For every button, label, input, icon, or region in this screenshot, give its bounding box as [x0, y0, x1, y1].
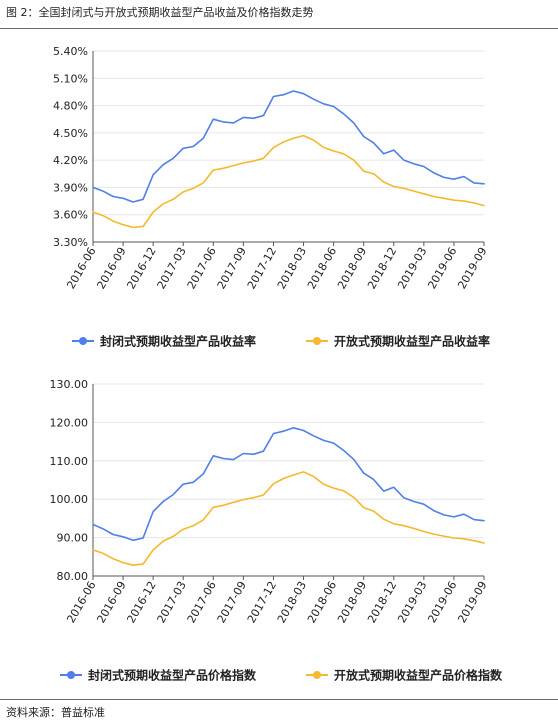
legend-swatch-marker	[79, 337, 87, 345]
x-tick-label: 2017-03	[155, 245, 189, 291]
legend-swatch-marker	[67, 671, 75, 679]
x-tick-label: 2019-06	[425, 579, 459, 625]
x-tick-label: 2017-12	[245, 245, 279, 291]
yield-chart: 3.30% 3.60% 3.90% 4.20% 4.50% 4.80% 5.10% 5.40%…	[53, 45, 490, 349]
series-line-2	[92, 471, 485, 566]
x-tick-label: 2019-09	[455, 579, 489, 625]
y-tick-label: 110.00	[50, 455, 89, 468]
x-tick-label: 2016-09	[94, 579, 128, 625]
y-tick-label: 130.00	[50, 378, 89, 391]
x-tick-label: 2016-06	[64, 245, 98, 291]
x-tick-label: 2019-09	[455, 245, 489, 291]
x-tick-label: 2017-12	[245, 579, 279, 625]
x-tick-label: 2018-09	[335, 579, 369, 625]
figure-title: 图 2：全国封闭式与开放式预期收益型产品收益及价格指数走势	[6, 6, 314, 19]
y-tick-label: 5.40%	[53, 45, 88, 58]
x-tick-label: 2017-09	[215, 579, 249, 625]
y-tick-label: 90.00	[57, 532, 89, 545]
x-tick-label: 2018-03	[275, 245, 309, 291]
legend-swatch-marker	[313, 337, 321, 345]
x-tick-label: 2019-06	[425, 245, 459, 291]
x-tick-label: 2018-09	[335, 245, 369, 291]
x-tick-label: 2017-06	[185, 579, 219, 625]
series-line-1	[92, 90, 485, 203]
y-tick-label: 4.50%	[53, 127, 88, 140]
legend-label: 封闭式预期收益型产品收益率	[100, 334, 256, 349]
legend-label: 封闭式预期收益型产品价格指数	[88, 668, 257, 683]
x-tick-label: 2016-09	[94, 245, 128, 291]
x-tick-label: 2018-03	[275, 579, 309, 625]
price-index-chart: 80.00 90.00 100.00 110.00 120.00 130.00 2016-0…	[50, 378, 504, 683]
y-tick-label: 3.90%	[53, 181, 88, 194]
legend-label: 开放式预期收益型产品价格指数	[334, 668, 503, 683]
x-tick-label: 2017-09	[215, 245, 249, 291]
y-tick-label: 5.10%	[53, 72, 88, 85]
y-tick-label: 3.30%	[53, 236, 88, 249]
x-tick-label: 2016-12	[125, 245, 159, 291]
x-tick-label: 2018-12	[365, 245, 399, 291]
y-tick-label: 80.00	[57, 570, 89, 583]
legend-swatch-marker	[313, 671, 321, 679]
x-tick-label: 2018-12	[365, 579, 399, 625]
y-tick-label: 4.80%	[53, 100, 88, 113]
series-line-1	[92, 426, 485, 542]
top-rule	[0, 28, 558, 29]
source-note: 资料来源：普益标准	[6, 706, 105, 719]
legend: 封闭式预期收益型产品收益率 开放式预期收益型产品收益率	[72, 334, 490, 349]
legend: 封闭式预期收益型产品价格指数 开放式预期收益型产品价格指数	[60, 668, 503, 683]
x-tick-label: 2019-03	[395, 579, 429, 625]
x-tick-label: 2016-12	[125, 579, 159, 625]
x-tick-label: 2016-06	[64, 579, 98, 625]
y-tick-label: 4.20%	[53, 154, 88, 167]
x-tick-label: 2018-06	[305, 245, 339, 291]
bottom-rule	[0, 699, 558, 700]
x-tick-label: 2017-06	[185, 245, 219, 291]
series-line-2	[92, 134, 485, 229]
y-tick-label: 3.60%	[53, 209, 88, 222]
x-tick-label: 2017-03	[155, 579, 189, 625]
x-tick-label: 2019-03	[395, 245, 429, 291]
y-tick-label: 120.00	[50, 416, 89, 429]
y-tick-label: 100.00	[50, 493, 89, 506]
x-tick-label: 2018-06	[305, 579, 339, 625]
legend-label: 开放式预期收益型产品收益率	[334, 334, 490, 349]
